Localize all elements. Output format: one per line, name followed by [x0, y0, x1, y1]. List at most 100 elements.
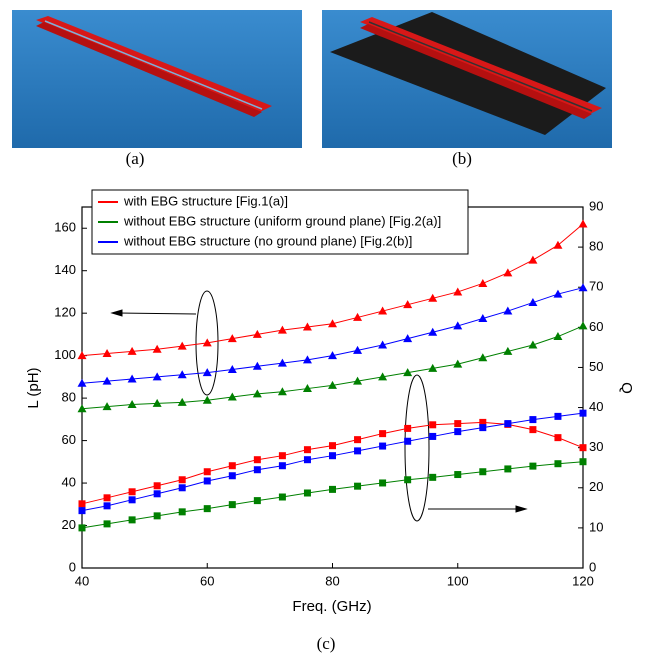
figure: (a) (b) (c) Freq. (GHz) L (pH) Q 40 60 80 1… [0, 0, 652, 663]
data-point [254, 466, 261, 473]
data-point [454, 428, 461, 435]
data-point [179, 476, 186, 483]
data-point [453, 287, 462, 295]
legend-label: without EBG structure (no ground plane) … [123, 233, 412, 248]
data-point [154, 490, 161, 497]
y2-tick-label: 10 [589, 519, 603, 534]
data-point [354, 436, 361, 443]
y2-axis-label: Q [618, 382, 635, 394]
x-tick-label: 120 [572, 573, 594, 588]
y2-tick-label: 30 [589, 439, 603, 454]
data-point [354, 447, 361, 454]
data-point [404, 476, 411, 483]
data-point [279, 494, 286, 501]
y-tick-label: 100 [54, 347, 76, 362]
data-point [379, 443, 386, 450]
data-point [254, 497, 261, 504]
panel-label: (b) [452, 149, 472, 168]
data-point [304, 489, 311, 496]
data-point [404, 425, 411, 432]
legend-label: with EBG structure [Fig.1(a)] [123, 193, 288, 208]
panel-label: (a) [126, 149, 145, 168]
data-point [104, 494, 111, 501]
data-point [329, 442, 336, 449]
data-point [279, 452, 286, 459]
data-point [579, 219, 588, 227]
data-point [554, 434, 561, 441]
data-point [404, 438, 411, 445]
data-point [229, 462, 236, 469]
y2-tick-label: 20 [589, 479, 603, 494]
y2-tick-label: 50 [589, 359, 603, 374]
data-point [504, 420, 511, 427]
data-point [478, 279, 487, 287]
data-point [580, 444, 587, 451]
data-point [379, 430, 386, 437]
data-point [529, 426, 536, 433]
data-point [429, 433, 436, 440]
series-line [82, 288, 583, 384]
data-point [479, 424, 486, 431]
data-point [479, 468, 486, 475]
data-point [154, 482, 161, 489]
x-tick-label: 80 [325, 573, 339, 588]
data-point [179, 508, 186, 515]
caption: (c) [317, 634, 336, 653]
y2-tick-label: 80 [589, 239, 603, 254]
y2-tick-label: 60 [589, 319, 603, 334]
data-point [129, 516, 136, 523]
data-point [129, 488, 136, 495]
data-point [179, 484, 186, 491]
data-point [204, 468, 211, 475]
data-point [528, 341, 537, 349]
data-point [429, 421, 436, 428]
data-point [79, 500, 86, 507]
data-point [329, 452, 336, 459]
data-point [529, 416, 536, 423]
data-point [429, 474, 436, 481]
data-point [104, 502, 111, 509]
y-tick-label: 0 [69, 559, 76, 574]
x-tick-label: 100 [447, 573, 469, 588]
legend-label: without EBG structure (uniform ground pl… [123, 213, 441, 228]
data-point [329, 486, 336, 493]
data-point [304, 446, 311, 453]
data-point [553, 332, 562, 340]
data-point [304, 456, 311, 463]
x-axis-label: Freq. (GHz) [292, 598, 371, 615]
x-tick-label: 60 [200, 573, 214, 588]
y-tick-label: 60 [62, 432, 76, 447]
data-point [204, 477, 211, 484]
data-point [354, 483, 361, 490]
panel-a-image [12, 10, 302, 148]
y-axis-label: L (pH) [25, 367, 42, 408]
data-point [229, 472, 236, 479]
y-tick-label: 160 [54, 220, 76, 235]
y2-tick-label: 0 [589, 559, 596, 574]
data-point [504, 465, 511, 472]
data-point [79, 507, 86, 514]
y-tick-label: 40 [62, 474, 76, 489]
y-tick-label: 140 [54, 262, 76, 277]
data-point [580, 458, 587, 465]
y-tick-label: 80 [62, 390, 76, 405]
y-tick-label: 120 [54, 305, 76, 320]
y2-tick-label: 90 [589, 198, 603, 213]
data-point [279, 462, 286, 469]
data-point [154, 512, 161, 519]
y-tick-label: 20 [62, 517, 76, 532]
data-point [503, 268, 512, 276]
y2-tick-label: 70 [589, 279, 603, 294]
data-point [528, 256, 537, 264]
data-point [379, 479, 386, 486]
x-tick-label: 40 [75, 573, 89, 588]
data-point [454, 471, 461, 478]
panel-b-image [322, 10, 612, 148]
data-point [79, 524, 86, 531]
data-point [254, 456, 261, 463]
data-point [579, 321, 588, 329]
data-point [554, 460, 561, 467]
data-point [104, 520, 111, 527]
data-point [529, 463, 536, 470]
data-point [454, 420, 461, 427]
